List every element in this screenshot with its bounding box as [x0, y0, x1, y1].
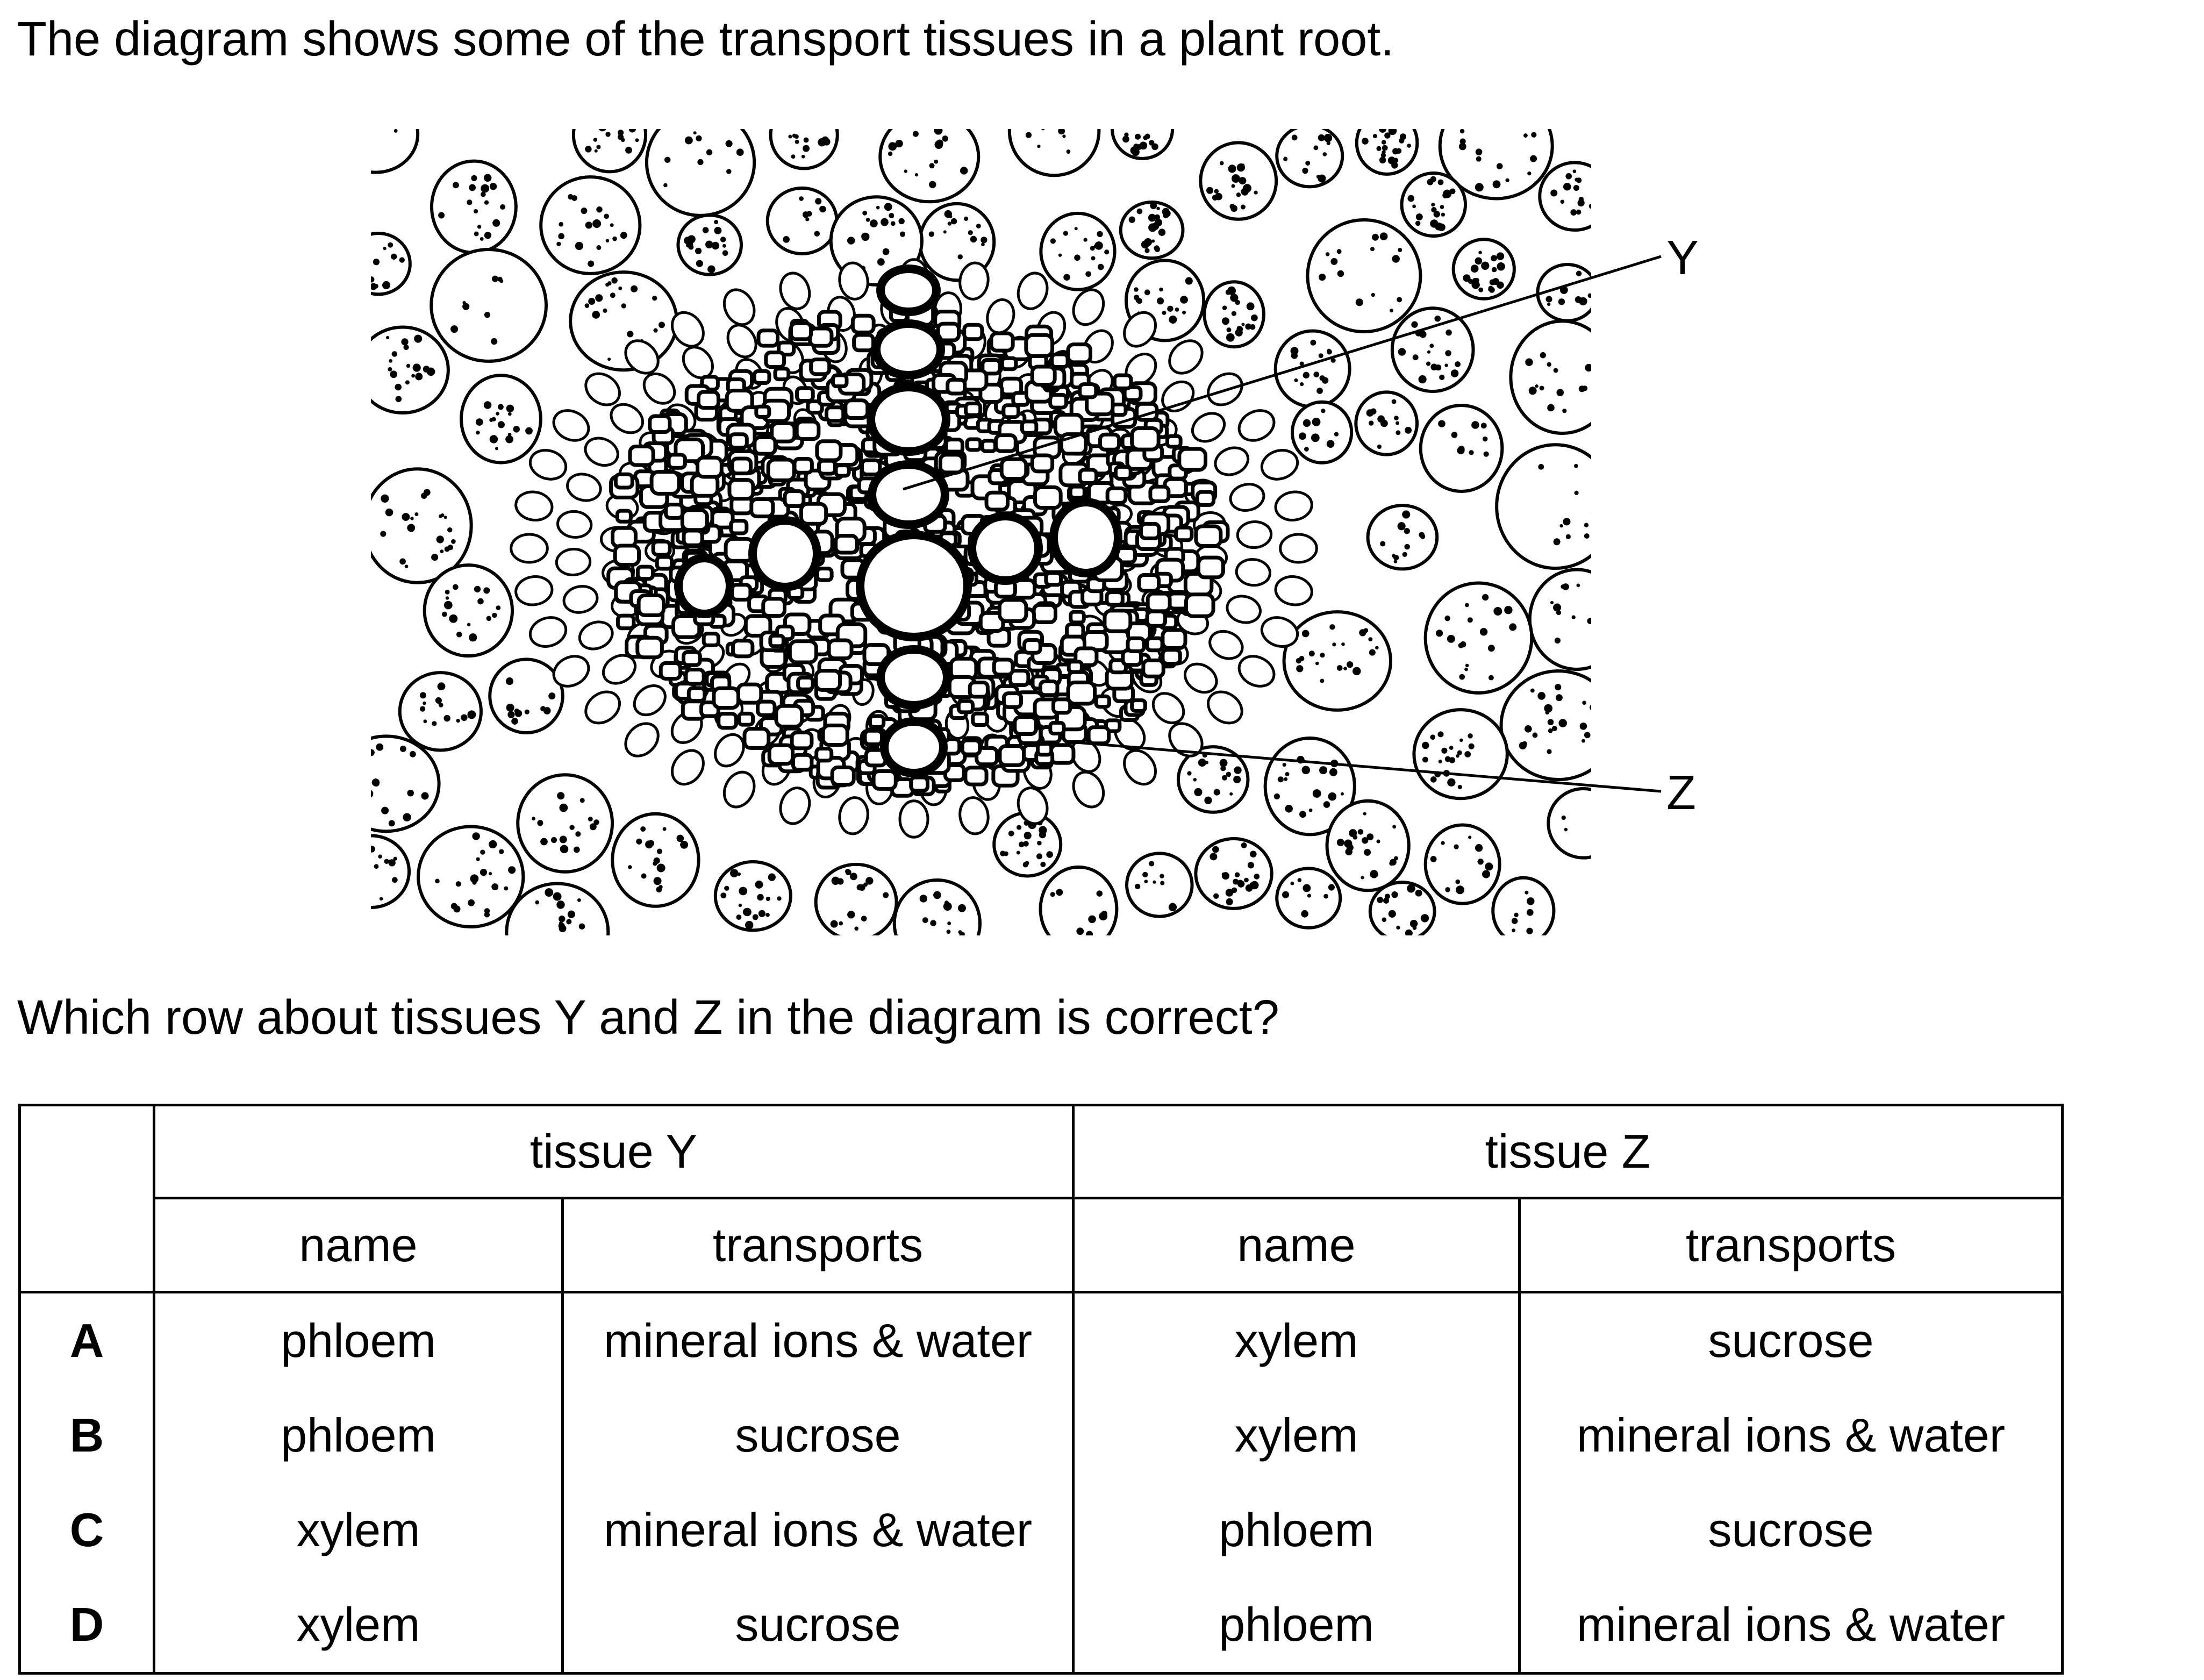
intro-text: The diagram shows some of the transport … [17, 12, 1394, 66]
question-text: Which row about tissues Y and Z in the d… [17, 991, 1279, 1045]
y-name-cell: xylem [153, 1483, 564, 1577]
row-letter: B [18, 1388, 155, 1483]
table-row[interactable]: D xylem sucrose phloem mineral ions & wa… [18, 1577, 2064, 1675]
header-y-transports: transports [561, 1197, 1075, 1293]
header-blank-cell [18, 1104, 155, 1293]
header-tissue-z: tissue Z [1072, 1104, 2064, 1199]
z-transports-cell: mineral ions & water [1518, 1388, 2064, 1483]
y-transports-cell: sucrose [561, 1577, 1075, 1675]
z-transports-cell: sucrose [1518, 1291, 2064, 1388]
table-row[interactable]: B phloem sucrose xylem mineral ions & wa… [18, 1388, 2064, 1483]
y-transports-cell: mineral ions & water [561, 1483, 1075, 1577]
y-transports-cell: sucrose [561, 1388, 1075, 1483]
label-z: Z [1666, 766, 1696, 820]
y-name-cell: phloem [153, 1388, 564, 1483]
y-name-cell: xylem [153, 1577, 564, 1675]
header-z-name: name [1072, 1197, 1521, 1293]
table-row[interactable]: A phloem mineral ions & water xylem sucr… [18, 1291, 2064, 1388]
row-letter: A [18, 1291, 155, 1388]
y-transports-cell: mineral ions & water [561, 1291, 1075, 1388]
row-letter: C [18, 1483, 155, 1577]
header-y-name: name [153, 1197, 564, 1293]
header-z-transports: transports [1518, 1197, 2064, 1293]
row-letter: D [18, 1577, 155, 1675]
z-transports-cell: mineral ions & water [1518, 1577, 2064, 1675]
answer-table: tissue Y tissue Z name transports name t… [18, 1104, 2064, 1675]
table-row[interactable]: C xylem mineral ions & water phloem sucr… [18, 1483, 2064, 1577]
z-name-cell: phloem [1072, 1483, 1521, 1577]
z-name-cell: xylem [1072, 1388, 1521, 1483]
y-name-cell: phloem [153, 1291, 564, 1388]
z-name-cell: xylem [1072, 1291, 1521, 1388]
label-y: Y [1666, 231, 1699, 285]
header-tissue-y: tissue Y [153, 1104, 1075, 1199]
z-transports-cell: sucrose [1518, 1483, 2064, 1577]
root-cross-section-diagram [371, 129, 1591, 935]
root-cells [371, 129, 1591, 935]
z-name-cell: phloem [1072, 1577, 1521, 1675]
